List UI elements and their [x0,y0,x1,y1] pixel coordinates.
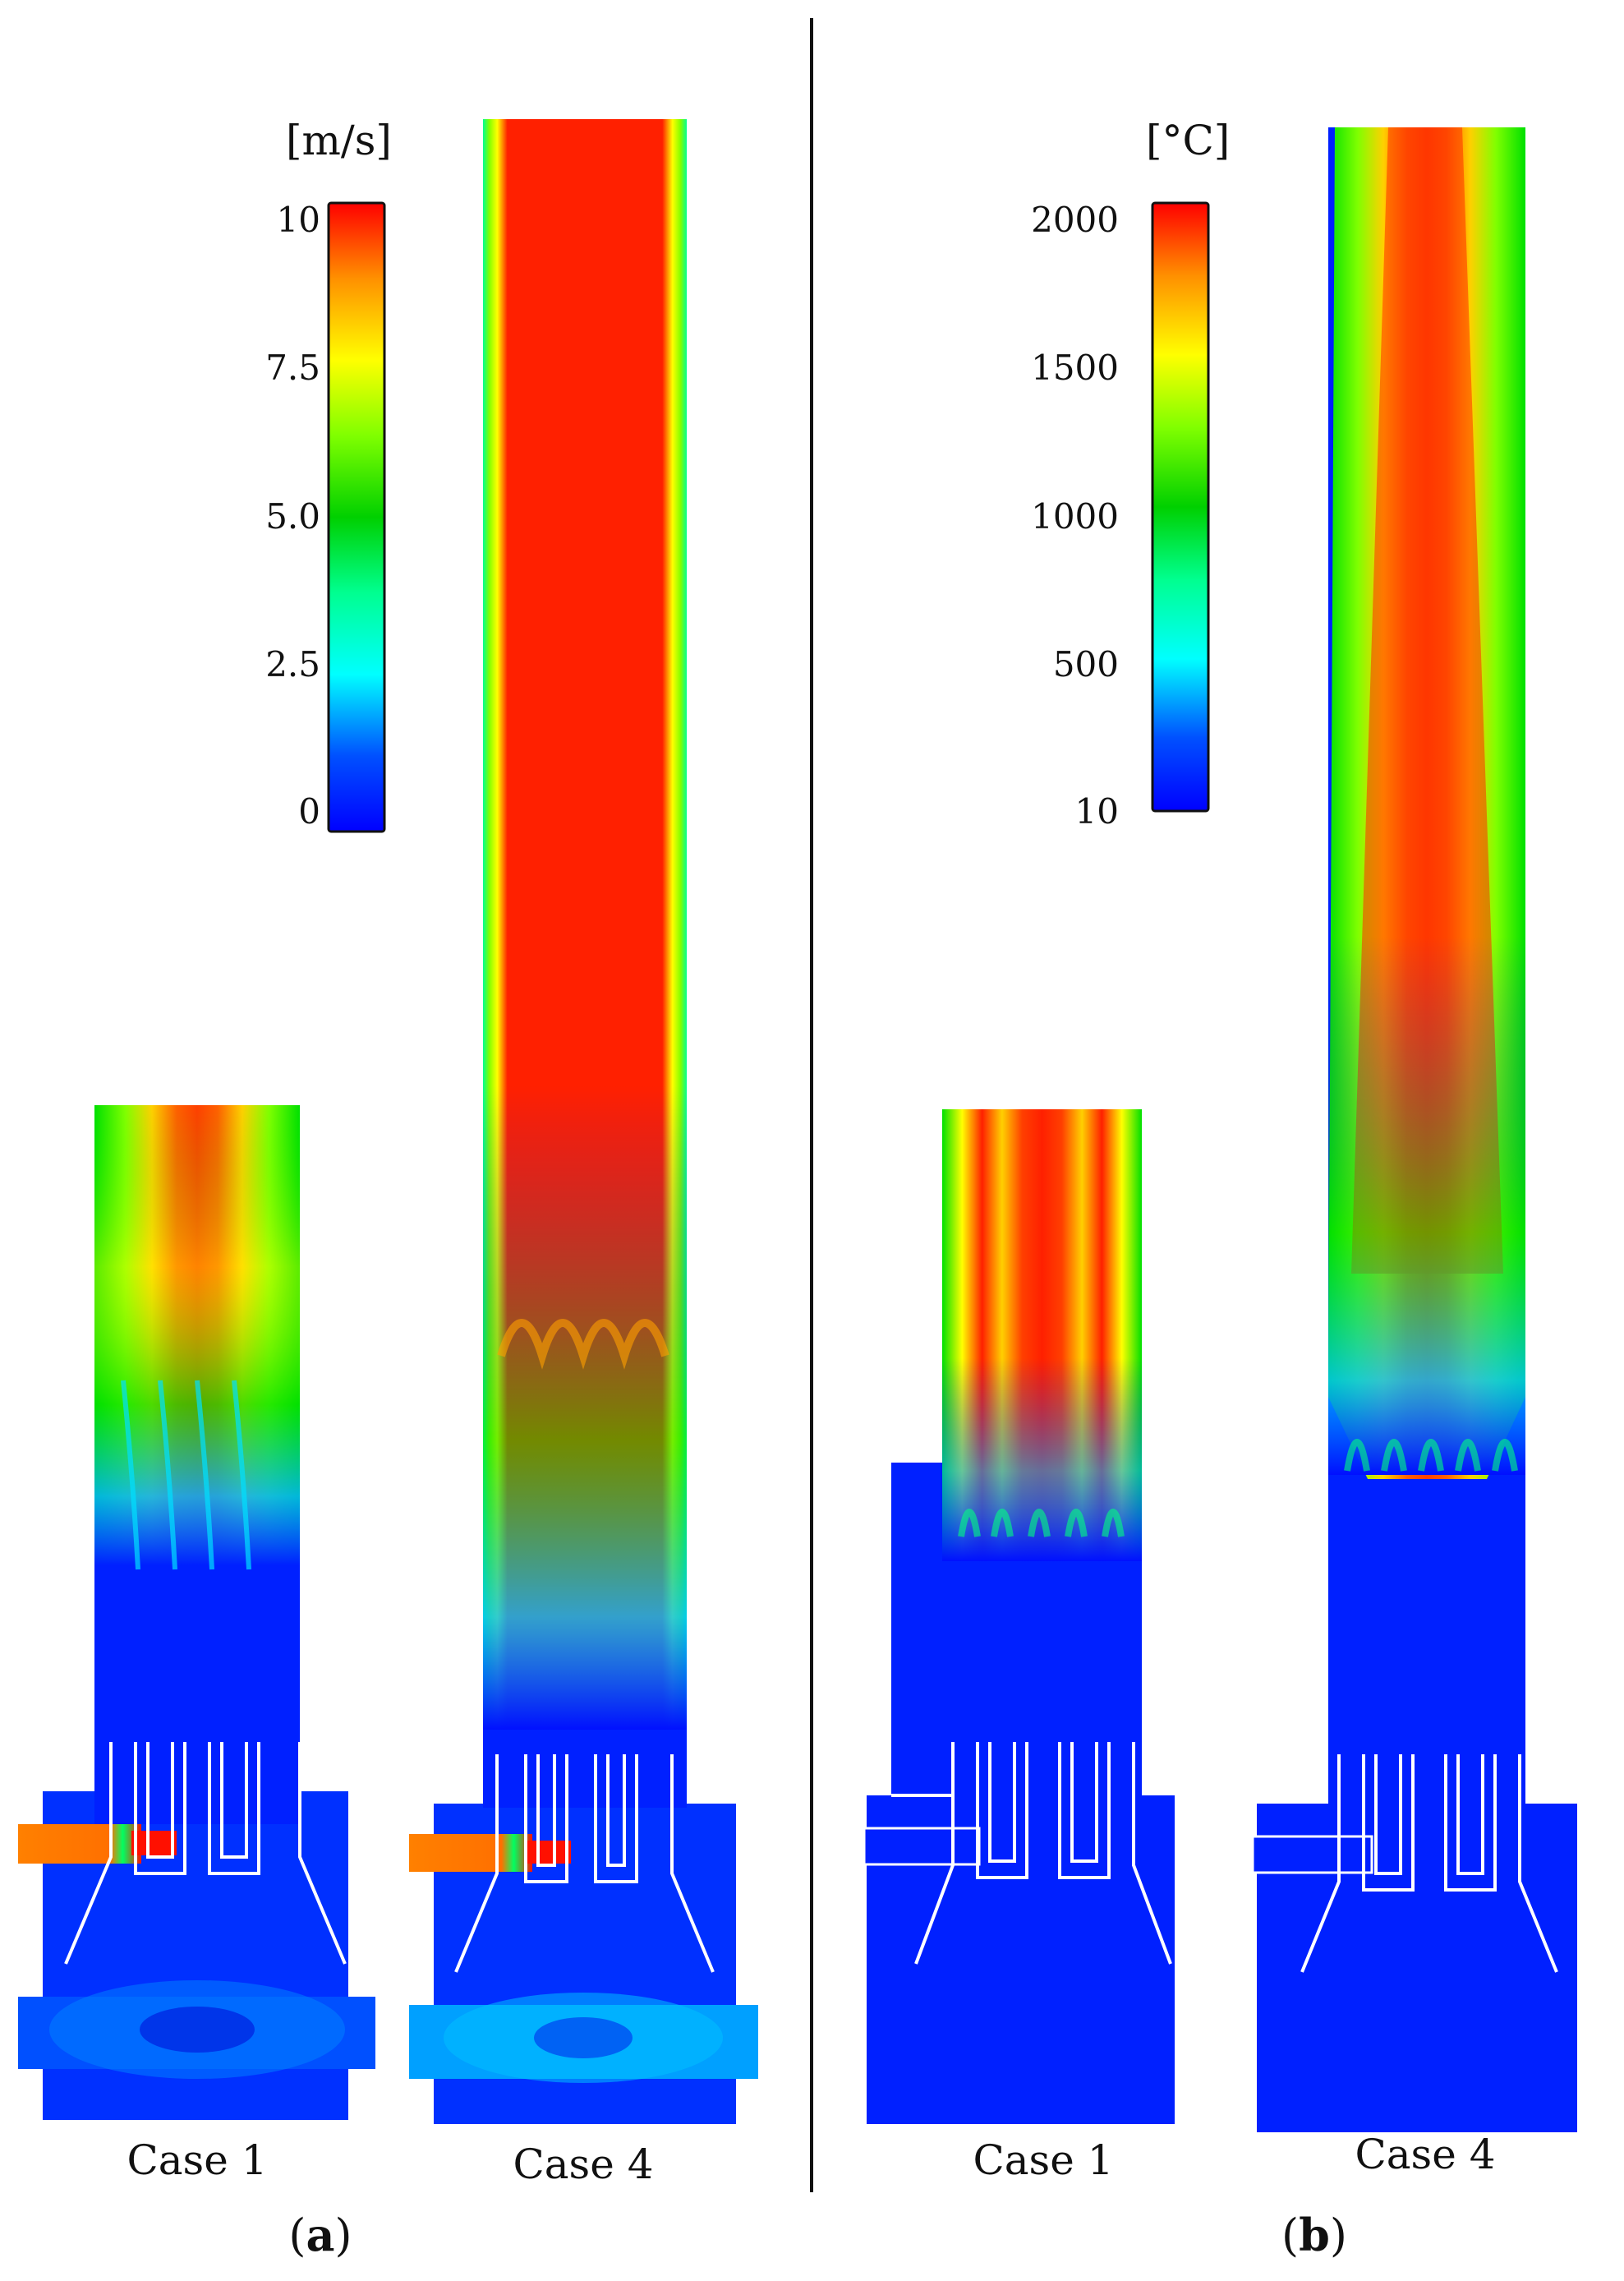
velocity-tick-label: 2.5 [265,644,320,684]
velocity-tick-label: 7.5 [265,348,320,388]
case1-temperature-contour [863,1109,1175,2124]
temperature-unit-label: [°C] [1146,117,1231,164]
panel-a-label: (a) [288,2209,352,2261]
panel-b-letter: b [1299,2209,1330,2261]
temperature-tick-label: 500 [1052,644,1119,684]
panel-b-label: (b) [1281,2209,1347,2261]
temperature-tick-label: 1500 [1031,348,1119,388]
temperature-tick-label: 2000 [1031,200,1119,240]
colorbar-temperature [1151,201,1210,813]
panel-a-letter: a [306,2209,335,2261]
temperature-tick-label: 1000 [1031,496,1119,537]
velocity-tick-label: 10 [276,200,320,240]
velocity-tick-label: 0 [298,791,320,832]
case1-label-a: Case 1 [127,2136,268,2184]
case4-label-b: Case 4 [1355,2131,1496,2178]
case4-velocity-contour [409,119,758,2124]
temperature-tick-label: 10 [1074,791,1119,832]
colorbar-velocity [327,201,386,833]
case1-velocity-contour [18,1105,375,2120]
case4-label-a: Case 4 [513,2140,654,2188]
velocity-unit-label: [m/s] [286,117,392,164]
case4-temperature-contour [1251,127,1577,2132]
case1-label-b: Case 1 [973,2136,1114,2184]
velocity-tick-label: 5.0 [265,496,320,537]
